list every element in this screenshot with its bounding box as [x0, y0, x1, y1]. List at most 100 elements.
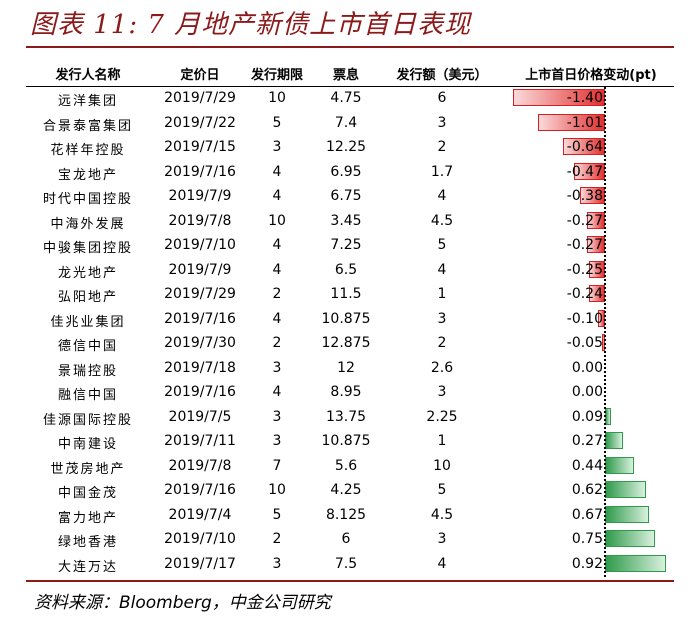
cell-coupon: 5.6 — [334, 457, 358, 474]
cell-issuer: 中南建设 — [57, 437, 119, 452]
cell-coupon: 10.875 — [321, 310, 371, 327]
table-row: 景瑞控股 2019/7/18 3 12 2.6 0.00 — [26, 357, 674, 382]
title-divider — [26, 46, 674, 48]
cell-issuer: 龙光地产 — [57, 265, 119, 281]
cell-amount: 5 — [437, 482, 447, 498]
cell-tenor: 4 — [272, 188, 282, 204]
cell-pricing-date: 2019/7/29 — [164, 90, 236, 106]
cell-tenor: 3 — [272, 555, 282, 572]
positive-change-bar — [605, 481, 646, 498]
cell-coupon: 7.5 — [334, 555, 358, 572]
cell-coupon: 6 — [341, 531, 351, 547]
change-value-label: 0.75 — [571, 531, 603, 547]
cell-pricing-date: 2019/7/16 — [164, 384, 236, 400]
cell-tenor: 3 — [272, 359, 282, 376]
cell-coupon: 4.75 — [330, 90, 362, 106]
change-value-label: -0.38 — [566, 188, 603, 204]
table-row: 中骏集团控股 2019/7/10 4 7.25 5 -0.27 — [26, 234, 674, 259]
change-value-label: 0.92 — [571, 555, 603, 572]
change-value-label: -0.27 — [566, 212, 603, 229]
cell-coupon: 6.75 — [330, 188, 362, 204]
header-divider — [26, 86, 674, 87]
cell-pricing-date: 2019/7/16 — [164, 482, 236, 498]
change-value-label: -0.10 — [566, 310, 603, 327]
cell-issuer: 中国金茂 — [57, 486, 119, 501]
cell-amount: 4.5 — [430, 212, 454, 229]
header-tenor: 发行期限 — [250, 68, 304, 83]
cell-pricing-date: 2019/7/10 — [164, 531, 236, 547]
change-value-label: 0.09 — [571, 408, 603, 425]
cell-pricing-date: 2019/7/22 — [164, 114, 236, 131]
zero-axis-line — [604, 87, 606, 577]
table-row: 大连万达 2019/7/17 3 7.5 4 0.92 — [26, 553, 674, 578]
change-value-label: -0.64 — [566, 139, 603, 155]
cell-issuer: 富力地产 — [57, 510, 119, 526]
cell-amount: 2.6 — [430, 359, 454, 376]
cell-pricing-date: 2019/7/8 — [168, 457, 232, 474]
change-value-label: -0.24 — [566, 286, 603, 302]
cell-issuer: 花样年控股 — [50, 143, 126, 158]
table-header: 发行人名称 定价日 发行期限 票息 发行额（美元） 上市首日价格变动(pt) — [26, 60, 674, 86]
table-row: 花样年控股 2019/7/15 3 12.25 2 -0.64 — [26, 136, 674, 161]
cell-coupon: 7.4 — [334, 114, 358, 131]
cell-tenor: 3 — [272, 139, 282, 155]
cell-tenor: 10 — [268, 90, 286, 106]
cell-coupon: 12.25 — [325, 139, 367, 155]
header-coupon: 票息 — [332, 68, 360, 83]
table-row: 合景泰富集团 2019/7/22 5 7.4 3 -1.01 — [26, 112, 674, 137]
cell-tenor: 5 — [272, 114, 282, 131]
table-row: 时代中国控股 2019/7/9 4 6.75 4 -0.38 — [26, 185, 674, 210]
cell-tenor: 10 — [268, 482, 286, 498]
cell-pricing-date: 2019/7/9 — [168, 261, 232, 278]
cell-issuer: 弘阳地产 — [57, 290, 119, 305]
cell-tenor: 4 — [272, 163, 282, 180]
footer-divider — [26, 580, 674, 582]
change-value-label: 0.67 — [571, 506, 603, 523]
change-value-label: 0.44 — [571, 457, 603, 474]
cell-pricing-date: 2019/7/29 — [164, 286, 236, 302]
cell-coupon: 8.125 — [325, 506, 367, 523]
table-row: 远洋集团 2019/7/29 10 4.75 6 -1.40 — [26, 87, 674, 112]
cell-coupon: 11.5 — [330, 286, 362, 302]
cell-issuer: 中骏集团控股 — [42, 241, 134, 256]
cell-issuer: 绿地香港 — [57, 535, 119, 550]
cell-tenor: 2 — [272, 531, 282, 547]
header-amount: 发行额（美元） — [396, 68, 488, 83]
change-value-label: -1.40 — [566, 90, 603, 106]
table-row: 中南建设 2019/7/11 3 10.875 1 0.27 — [26, 430, 674, 455]
cell-coupon: 10.875 — [321, 433, 371, 449]
data-table: 远洋集团 2019/7/29 10 4.75 6 -1.40 合景泰富集团 2019/7/22… — [26, 87, 674, 577]
cell-tenor: 3 — [272, 433, 282, 449]
table-row: 龙光地产 2019/7/9 4 6.5 4 -0.25 — [26, 259, 674, 284]
cell-coupon: 12.875 — [321, 335, 371, 351]
cell-tenor: 2 — [272, 335, 282, 351]
cell-amount: 1 — [437, 433, 447, 449]
cell-amount: 10 — [433, 457, 451, 474]
table-row: 世茂房地产 2019/7/8 7 5.6 10 0.44 — [26, 455, 674, 480]
cell-tenor: 4 — [272, 384, 282, 400]
change-value-label: -0.05 — [566, 335, 603, 351]
cell-pricing-date: 2019/7/30 — [164, 335, 236, 351]
cell-amount: 6 — [437, 90, 447, 106]
table-row: 弘阳地产 2019/7/29 2 11.5 1 -0.24 — [26, 283, 674, 308]
cell-issuer: 佳源国际控股 — [42, 412, 134, 428]
table-row: 融信中国 2019/7/16 4 8.95 3 0.00 — [26, 381, 674, 406]
cell-issuer: 世茂房地产 — [50, 461, 126, 477]
positive-change-bar — [605, 456, 635, 474]
cell-pricing-date: 2019/7/11 — [164, 433, 236, 449]
cell-amount: 4 — [437, 555, 447, 572]
cell-pricing-date: 2019/7/16 — [164, 163, 236, 180]
cell-issuer: 佳兆业集团 — [50, 314, 126, 330]
change-value-label: 0.62 — [571, 482, 603, 498]
cell-issuer: 景瑞控股 — [57, 363, 119, 379]
cell-coupon: 8.95 — [330, 384, 362, 400]
cell-amount: 4 — [437, 261, 447, 278]
table-row: 中国金茂 2019/7/16 10 4.25 5 0.62 — [26, 479, 674, 504]
change-value-label: 0.27 — [571, 433, 603, 449]
cell-pricing-date: 2019/7/16 — [164, 310, 236, 327]
cell-issuer: 宝龙地产 — [57, 167, 119, 183]
positive-change-bar — [605, 505, 650, 523]
cell-pricing-date: 2019/7/10 — [164, 237, 236, 253]
cell-coupon: 13.75 — [325, 408, 367, 425]
cell-tenor: 3 — [272, 408, 282, 425]
